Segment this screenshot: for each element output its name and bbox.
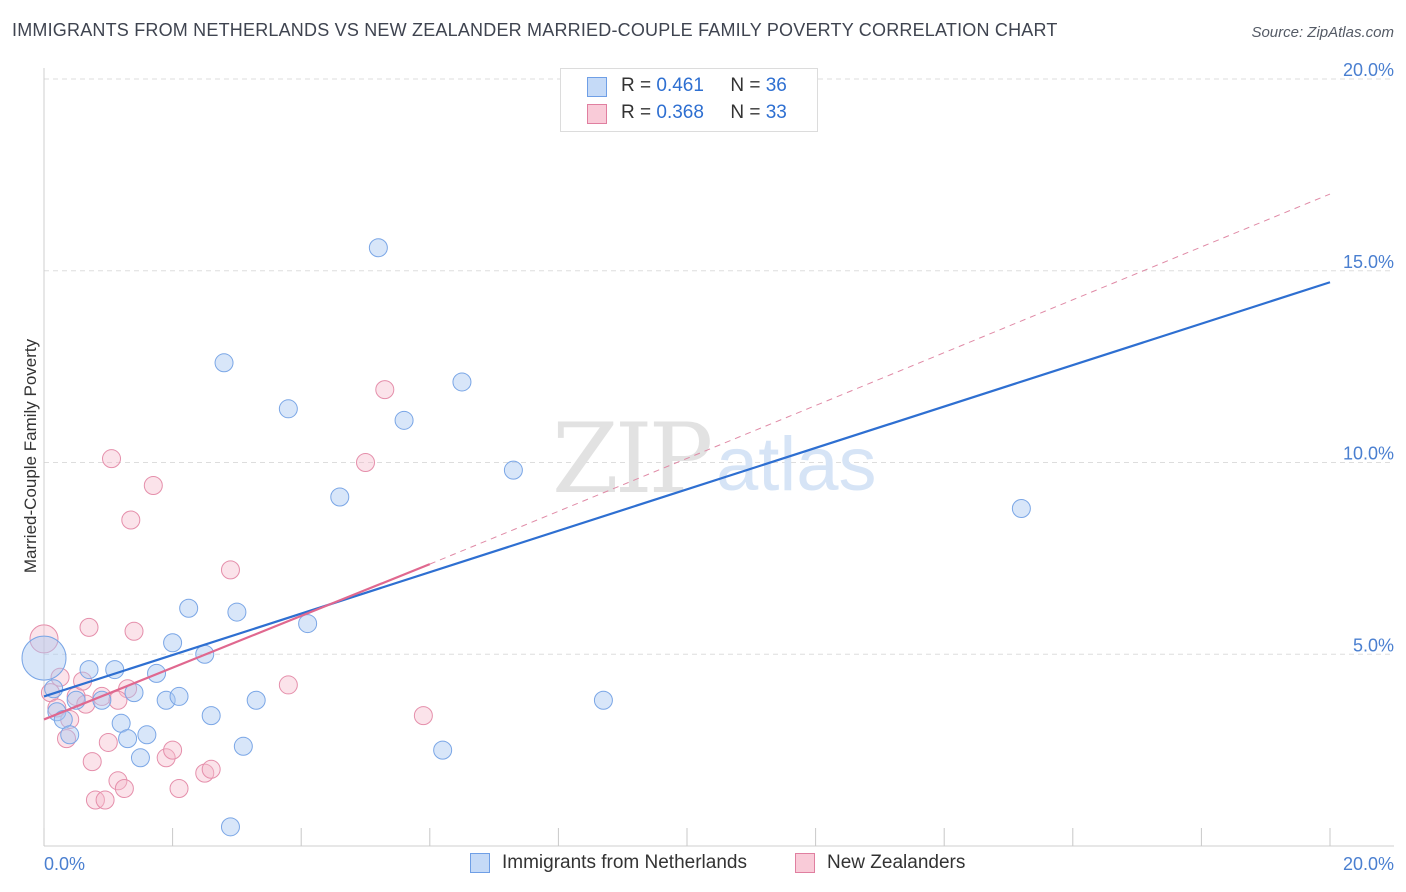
legend-label-new-zealanders: New Zealanders — [827, 852, 966, 873]
data-point-new-zealanders — [50, 667, 70, 687]
legend-n-label: N = — [730, 75, 761, 96]
data-point-new-zealanders — [121, 510, 141, 530]
data-point-new-zealanders — [108, 771, 128, 791]
trend-line-netherlands — [43, 281, 1331, 698]
data-point-new-zealanders — [79, 617, 99, 637]
legend-n-label: N = — [730, 102, 761, 123]
data-point-new-zealanders — [143, 476, 163, 496]
data-point-new-zealanders — [375, 380, 395, 400]
y-tick-label: 15.0% — [1343, 252, 1394, 272]
data-point-new-zealanders — [102, 449, 122, 469]
data-point-netherlands — [220, 817, 240, 837]
legend-r-label: R = — [621, 75, 652, 96]
data-point-netherlands — [452, 372, 472, 392]
data-point-new-zealanders — [220, 560, 240, 580]
data-point-netherlands — [118, 729, 138, 749]
legend-swatch-blue — [587, 77, 607, 97]
data-point-new-zealanders — [169, 778, 189, 798]
data-point-netherlands — [137, 725, 157, 745]
series-new-zealanders — [29, 380, 433, 810]
data-point-new-zealanders — [108, 690, 128, 710]
data-point-new-zealanders — [95, 790, 115, 810]
data-point-new-zealanders — [85, 790, 105, 810]
y-tick-label: 5.0% — [1353, 635, 1394, 655]
data-point-netherlands — [60, 725, 80, 745]
watermark-zip: ZIP — [552, 403, 711, 515]
y-tick-label: 10.0% — [1343, 444, 1394, 464]
trend-line-new-zealanders — [43, 563, 431, 721]
trend-lines — [43, 193, 1331, 721]
data-point-new-zealanders — [82, 752, 102, 772]
data-point-new-zealanders — [413, 706, 433, 726]
data-point-netherlands — [330, 487, 350, 507]
data-point-netherlands — [278, 399, 298, 419]
data-point-new-zealanders — [57, 729, 77, 749]
data-point-new-zealanders — [124, 621, 144, 641]
data-point-new-zealanders — [201, 759, 221, 779]
data-point-netherlands — [156, 690, 176, 710]
watermark: ZIP atlas — [552, 403, 877, 515]
data-point-netherlands — [368, 238, 388, 258]
data-point-netherlands — [163, 633, 183, 653]
data-point-new-zealanders — [156, 748, 176, 768]
source-label: Source: ZipAtlas.com — [1251, 24, 1394, 41]
data-point-netherlands — [130, 748, 150, 768]
x-tick-label: 0.0% — [44, 854, 85, 874]
trend-line-new-zealanders-extended — [429, 193, 1331, 565]
data-point-netherlands — [246, 690, 266, 710]
data-point-netherlands — [298, 614, 318, 634]
data-point-netherlands — [233, 736, 253, 756]
tick-labels: 5.0% 10.0% 15.0% 20.0% 0.0% 20.0% — [44, 60, 1394, 874]
data-point-netherlands — [201, 706, 221, 726]
data-point-netherlands — [394, 410, 414, 430]
legend-r-value: 0.461 — [656, 75, 704, 96]
legend-n-value: 36 — [765, 75, 787, 96]
data-point-new-zealanders — [114, 778, 134, 798]
data-point-new-zealanders — [356, 453, 375, 472]
data-point-netherlands — [214, 353, 234, 373]
legend-swatch-blue — [470, 853, 490, 873]
data-point-netherlands — [503, 460, 523, 480]
legend-r-label: R = — [621, 102, 652, 123]
data-point-netherlands — [21, 635, 67, 681]
x-tick-label: 20.0% — [1343, 854, 1394, 874]
axes — [43, 68, 1394, 847]
y-tick-label: 20.0% — [1343, 60, 1394, 80]
watermark-atlas: atlas — [716, 422, 877, 507]
data-point-netherlands — [169, 686, 189, 706]
legend-swatch-pink — [587, 104, 607, 124]
gridlines — [44, 78, 1394, 655]
data-point-netherlands — [179, 598, 199, 618]
data-point-netherlands — [44, 679, 64, 699]
legend-swatch-pink — [795, 853, 815, 873]
chart-title: IMMIGRANTS FROM NETHERLANDS VS NEW ZEALA… — [12, 20, 1058, 40]
data-point-new-zealanders — [163, 740, 183, 760]
legend-label-netherlands: Immigrants from Netherlands — [502, 852, 747, 873]
data-point-new-zealanders — [278, 675, 298, 695]
data-point-new-zealanders — [76, 694, 96, 714]
data-point-new-zealanders — [29, 624, 59, 654]
data-point-netherlands — [593, 690, 613, 710]
data-point-netherlands — [433, 740, 453, 760]
legend-r-value: 0.368 — [656, 102, 704, 123]
y-axis-label: Married-Couple Family Poverty — [21, 338, 40, 573]
correlation-legend: R = 0.461 N = 36 R = 0.368 N = 33 — [560, 68, 818, 132]
data-point-netherlands — [1011, 499, 1031, 519]
series-immigrants-netherlands — [21, 238, 1031, 837]
legend-n-value: 33 — [765, 102, 787, 123]
data-point-netherlands — [79, 660, 99, 680]
data-point-netherlands — [227, 602, 247, 622]
data-point-new-zealanders — [98, 732, 118, 752]
